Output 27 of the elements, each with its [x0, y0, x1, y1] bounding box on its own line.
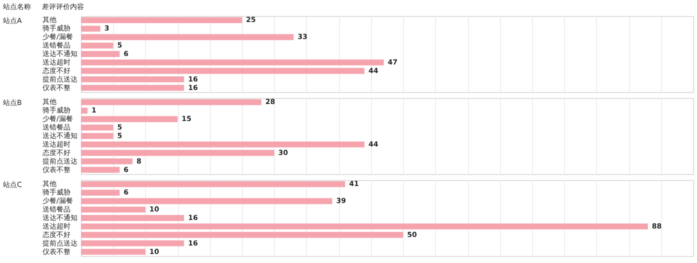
bar [81, 198, 332, 204]
bar [81, 141, 364, 148]
bar [81, 76, 184, 82]
bar [81, 116, 178, 122]
bar [81, 232, 404, 238]
bar [81, 17, 242, 24]
bar [81, 68, 364, 74]
bar [81, 150, 274, 156]
bar [81, 158, 133, 164]
bar [81, 181, 346, 188]
bar [81, 108, 88, 114]
bar [81, 84, 184, 91]
bar [81, 133, 114, 139]
bar [81, 51, 120, 57]
bar [81, 166, 120, 173]
bar [81, 248, 146, 255]
bar [81, 240, 184, 246]
bar [81, 99, 262, 106]
bar [81, 59, 384, 66]
bar [81, 190, 120, 196]
bar [81, 223, 648, 230]
bar [81, 34, 294, 40]
bar [81, 124, 114, 131]
bar [81, 206, 146, 213]
bar [81, 42, 114, 49]
bar [81, 26, 100, 32]
bar [81, 215, 184, 221]
